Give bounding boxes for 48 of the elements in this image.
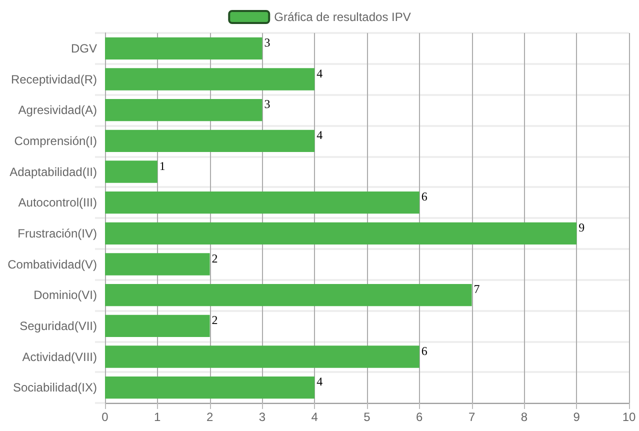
- x-tick-label: 1: [154, 410, 162, 424]
- data-label: 6: [421, 344, 428, 358]
- data-label: 2: [212, 251, 218, 266]
- data-label: 4: [316, 66, 323, 80]
- x-tick-label: 5: [364, 410, 371, 424]
- data-label: 3: [264, 35, 270, 50]
- x-tick-label: 9: [573, 410, 580, 424]
- bar: [105, 191, 420, 214]
- data-label: 9: [578, 220, 585, 234]
- data-label: 4: [316, 128, 323, 142]
- bar: [105, 37, 262, 60]
- bar: [105, 98, 262, 122]
- y-tick-label: Comprensión(I): [14, 134, 97, 148]
- x-tick-label: 8: [520, 410, 528, 424]
- data-label: 1: [159, 158, 166, 173]
- y-tick-label: Receptividad(R): [10, 72, 97, 86]
- bar: [105, 284, 472, 306]
- y-tick-label: Combatividad(V): [8, 257, 97, 272]
- bar: [105, 376, 315, 399]
- y-tick-label: Actividad(VIII): [22, 350, 97, 364]
- x-tick-label: 0: [102, 410, 109, 424]
- x-tick-label: 10: [622, 410, 636, 424]
- data-label: 7: [474, 282, 480, 296]
- bar: [105, 346, 420, 368]
- data-label: 4: [316, 374, 323, 389]
- y-tick-label: Autocontrol(III): [18, 196, 97, 210]
- y-tick-label: DGV: [70, 41, 97, 56]
- x-tick-label: 4: [311, 410, 318, 424]
- bar: [105, 130, 315, 152]
- bar: [105, 68, 315, 90]
- bar: [105, 160, 158, 183]
- y-tick-label: Dominio(VI): [34, 288, 97, 302]
- bar: [105, 314, 210, 338]
- x-tick-label: 7: [468, 410, 476, 424]
- x-tick-label: 6: [416, 410, 424, 424]
- y-tick-label: Seguridad(VII): [20, 318, 97, 333]
- data-label: 3: [264, 97, 270, 112]
- data-label: 6: [421, 190, 428, 204]
- bar: [105, 253, 210, 276]
- x-tick-label: 2: [206, 410, 214, 424]
- data-label: 2: [212, 312, 218, 327]
- y-tick-label: Agresividad(A): [18, 103, 97, 118]
- bar: [105, 222, 577, 245]
- legend-label: Gráfica de resultados IPV: [274, 10, 411, 24]
- y-tick-label: Sociabilidad(IX): [12, 380, 97, 395]
- x-tick-label: 3: [258, 410, 266, 424]
- y-tick-label: Frustración(IV): [18, 226, 97, 240]
- y-tick-label: Adaptabilidad(II): [10, 164, 97, 179]
